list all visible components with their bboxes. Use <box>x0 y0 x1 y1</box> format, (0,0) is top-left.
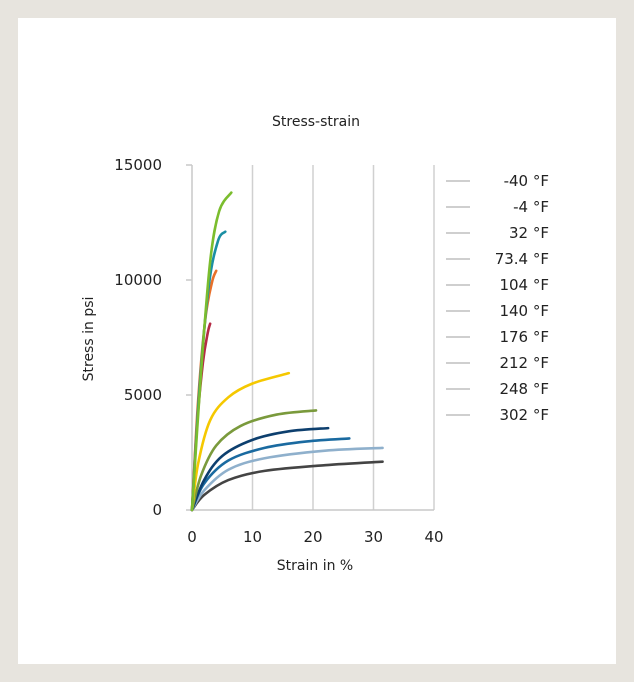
legend-label: 73.4 °F <box>495 250 549 268</box>
x-tick-label: 10 <box>243 528 262 546</box>
y-tick-label: 0 <box>152 501 162 519</box>
legend-label: 176 °F <box>499 328 549 346</box>
x-tick-label: 40 <box>424 528 443 546</box>
series-line-140-f <box>190 409 318 512</box>
x-axis-label: Strain in % <box>277 558 353 574</box>
legend-label: 212 °F <box>499 354 549 372</box>
legend-label: 248 °F <box>499 380 549 398</box>
series-line-302-f <box>190 460 384 512</box>
x-tick-label: 20 <box>303 528 322 546</box>
stress-strain-chart: Stress-strain Strain in % Stress in psi … <box>81 114 549 574</box>
series-line-40-f <box>190 191 233 512</box>
y-tick-label: 10000 <box>114 271 162 289</box>
y-tick-label: 15000 <box>114 156 162 174</box>
series-line-248-f <box>190 446 384 512</box>
series-line-212-f <box>190 437 351 512</box>
legend-label: -40 °F <box>504 172 549 190</box>
legend-label: 32 °F <box>509 224 549 242</box>
legend-label: 140 °F <box>499 302 549 320</box>
y-tick-label: 5000 <box>124 386 162 404</box>
plot-area: 0 5000 10000 15000 0 10 20 30 40 <box>114 156 443 546</box>
legend-label: -4 °F <box>513 198 549 216</box>
y-axis-label: Stress in psi <box>81 297 97 382</box>
x-tick-label: 30 <box>364 528 383 546</box>
series-line-104-f <box>190 371 291 512</box>
chart-card: Stress-strain Strain in % Stress in psi … <box>18 18 616 664</box>
series-line-176-f <box>190 426 330 512</box>
x-tick-label: 0 <box>187 528 197 546</box>
legend: -40 °F -4 °F 32 °F 73.4 °F 104 °F 140 °F 176 °… <box>446 172 549 424</box>
legend-label: 104 °F <box>499 276 549 294</box>
chart-title: Stress-strain <box>272 114 360 130</box>
legend-label: 302 °F <box>499 406 549 424</box>
